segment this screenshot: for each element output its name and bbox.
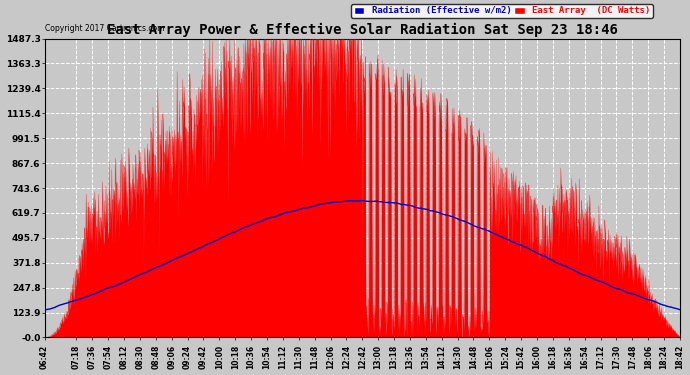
Text: Copyright 2017 Cartronics.com: Copyright 2017 Cartronics.com xyxy=(45,24,164,33)
Title: East Array Power & Effective Solar Radiation Sat Sep 23 18:46: East Array Power & Effective Solar Radia… xyxy=(107,23,618,38)
Legend: Radiation (Effective w/m2), East Array  (DC Watts): Radiation (Effective w/m2), East Array (… xyxy=(351,4,653,18)
